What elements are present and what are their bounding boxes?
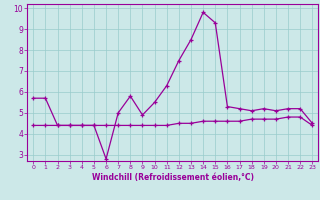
X-axis label: Windchill (Refroidissement éolien,°C): Windchill (Refroidissement éolien,°C) bbox=[92, 173, 254, 182]
